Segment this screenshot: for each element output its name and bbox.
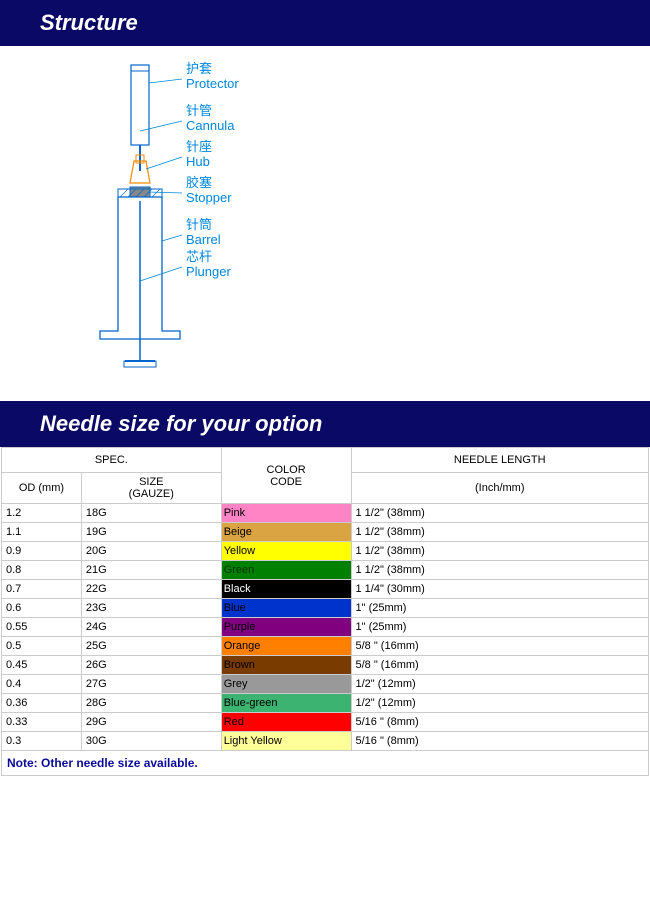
- cell-length: 1 1/4" (30mm): [351, 580, 649, 599]
- syringe-svg: 护套Protector 针管Cannula 针座Hub 胶塞Stopper 针筒Barr…: [90, 61, 330, 381]
- cell-color: Blue-green: [221, 694, 351, 713]
- table-row: 1.218GPink1 1/2" (38mm): [2, 504, 649, 523]
- cell-color: Yellow: [221, 542, 351, 561]
- needle-size-table: SPEC. COLOR CODE NEEDLE LENGTH OD (mm) S…: [0, 447, 650, 776]
- cell-od: 0.3: [2, 732, 82, 751]
- col-spec: SPEC.: [2, 448, 222, 473]
- cell-color: Beige: [221, 523, 351, 542]
- cell-length: 1/2" (12mm): [351, 675, 649, 694]
- diagram-label-en: Stopper: [186, 190, 232, 205]
- cell-size: 24G: [81, 618, 221, 637]
- col-size: SIZE (GAUZE): [81, 473, 221, 504]
- size-bot: (GAUZE): [129, 488, 174, 500]
- diagram-label-cn: 针座: [186, 139, 212, 154]
- table-row: 0.3329GRed5/16 " (8mm): [2, 713, 649, 732]
- structure-heading: Structure: [0, 0, 650, 46]
- diagram-label-en: Barrel: [186, 232, 221, 247]
- cell-size: 20G: [81, 542, 221, 561]
- table-row: 0.920GYellow1 1/2" (38mm): [2, 542, 649, 561]
- diagram-label-cn: 针管: [186, 103, 212, 118]
- cell-color: Light Yellow: [221, 732, 351, 751]
- table-row: 0.427GGrey1/2" (12mm): [2, 675, 649, 694]
- cell-od: 0.55: [2, 618, 82, 637]
- cell-color: Brown: [221, 656, 351, 675]
- cell-od: 0.4: [2, 675, 82, 694]
- cell-size: 28G: [81, 694, 221, 713]
- col-od: OD (mm): [2, 473, 82, 504]
- cell-length: 1 1/2" (38mm): [351, 523, 649, 542]
- cell-color: Grey: [221, 675, 351, 694]
- cell-length: 5/16 " (8mm): [351, 713, 649, 732]
- cell-length: 1" (25mm): [351, 599, 649, 618]
- table-note: Note: Other needle size available.: [2, 751, 649, 776]
- diagram-label-en: Plunger: [186, 264, 231, 279]
- cell-size: 19G: [81, 523, 221, 542]
- cell-size: 22G: [81, 580, 221, 599]
- diagram-label-cn: 护套: [186, 61, 212, 76]
- cell-od: 0.36: [2, 694, 82, 713]
- cell-od: 0.7: [2, 580, 82, 599]
- diagram-label-en: Protector: [186, 76, 239, 91]
- color-bot: CODE: [270, 476, 302, 488]
- diagram-label-cn: 针筒: [186, 217, 212, 232]
- cell-size: 21G: [81, 561, 221, 580]
- cell-color: Blue: [221, 599, 351, 618]
- cell-length: 5/8 " (16mm): [351, 637, 649, 656]
- table-row: 0.722GBlack1 1/4" (30mm): [2, 580, 649, 599]
- cell-size: 27G: [81, 675, 221, 694]
- diagram-label-cn: 胶塞: [186, 175, 212, 190]
- cell-color: Purple: [221, 618, 351, 637]
- diagram-label-cn: 芯杆: [186, 249, 212, 264]
- cell-od: 0.45: [2, 656, 82, 675]
- cell-size: 29G: [81, 713, 221, 732]
- needle-heading: Needle size for your option: [0, 401, 650, 447]
- size-top: SIZE: [139, 476, 163, 488]
- cell-size: 18G: [81, 504, 221, 523]
- cell-od: 0.9: [2, 542, 82, 561]
- cell-size: 26G: [81, 656, 221, 675]
- cell-size: 25G: [81, 637, 221, 656]
- cell-od: 1.2: [2, 504, 82, 523]
- cell-size: 23G: [81, 599, 221, 618]
- table-row: 0.623GBlue1" (25mm): [2, 599, 649, 618]
- syringe-diagram: 护套Protector 针管Cannula 针座Hub 胶塞Stopper 针筒Barr…: [0, 46, 650, 401]
- table-row: 0.821GGreen1 1/2" (38mm): [2, 561, 649, 580]
- cell-length: 1 1/2" (38mm): [351, 542, 649, 561]
- cell-color: Orange: [221, 637, 351, 656]
- color-top: COLOR: [267, 464, 306, 476]
- table-row: 0.525GOrange5/8 " (16mm): [2, 637, 649, 656]
- cell-length: 1 1/2" (38mm): [351, 561, 649, 580]
- cell-od: 0.5: [2, 637, 82, 656]
- cell-color: Red: [221, 713, 351, 732]
- cell-od: 0.6: [2, 599, 82, 618]
- cell-length: 5/8 " (16mm): [351, 656, 649, 675]
- cell-length: 5/16 " (8mm): [351, 732, 649, 751]
- table-row: 0.3628GBlue-green1/2" (12mm): [2, 694, 649, 713]
- diagram-label-en: Cannula: [186, 118, 235, 133]
- col-length: NEEDLE LENGTH: [351, 448, 649, 473]
- cell-length: 1 1/2" (38mm): [351, 504, 649, 523]
- cell-color: Pink: [221, 504, 351, 523]
- table-row: 1.119GBeige1 1/2" (38mm): [2, 523, 649, 542]
- table-row: 0.5524GPurple1" (25mm): [2, 618, 649, 637]
- cell-od: 1.1: [2, 523, 82, 542]
- cell-color: Black: [221, 580, 351, 599]
- col-color: COLOR CODE: [221, 448, 351, 504]
- cell-length: 1" (25mm): [351, 618, 649, 637]
- diagram-label-en: Hub: [186, 154, 210, 169]
- cell-od: 0.8: [2, 561, 82, 580]
- col-length-sub: (Inch/mm): [351, 473, 649, 504]
- cell-color: Green: [221, 561, 351, 580]
- cell-length: 1/2" (12mm): [351, 694, 649, 713]
- cell-size: 30G: [81, 732, 221, 751]
- table-row: 0.4526GBrown5/8 " (16mm): [2, 656, 649, 675]
- cell-od: 0.33: [2, 713, 82, 732]
- table-row: 0.330GLight Yellow5/16 " (8mm): [2, 732, 649, 751]
